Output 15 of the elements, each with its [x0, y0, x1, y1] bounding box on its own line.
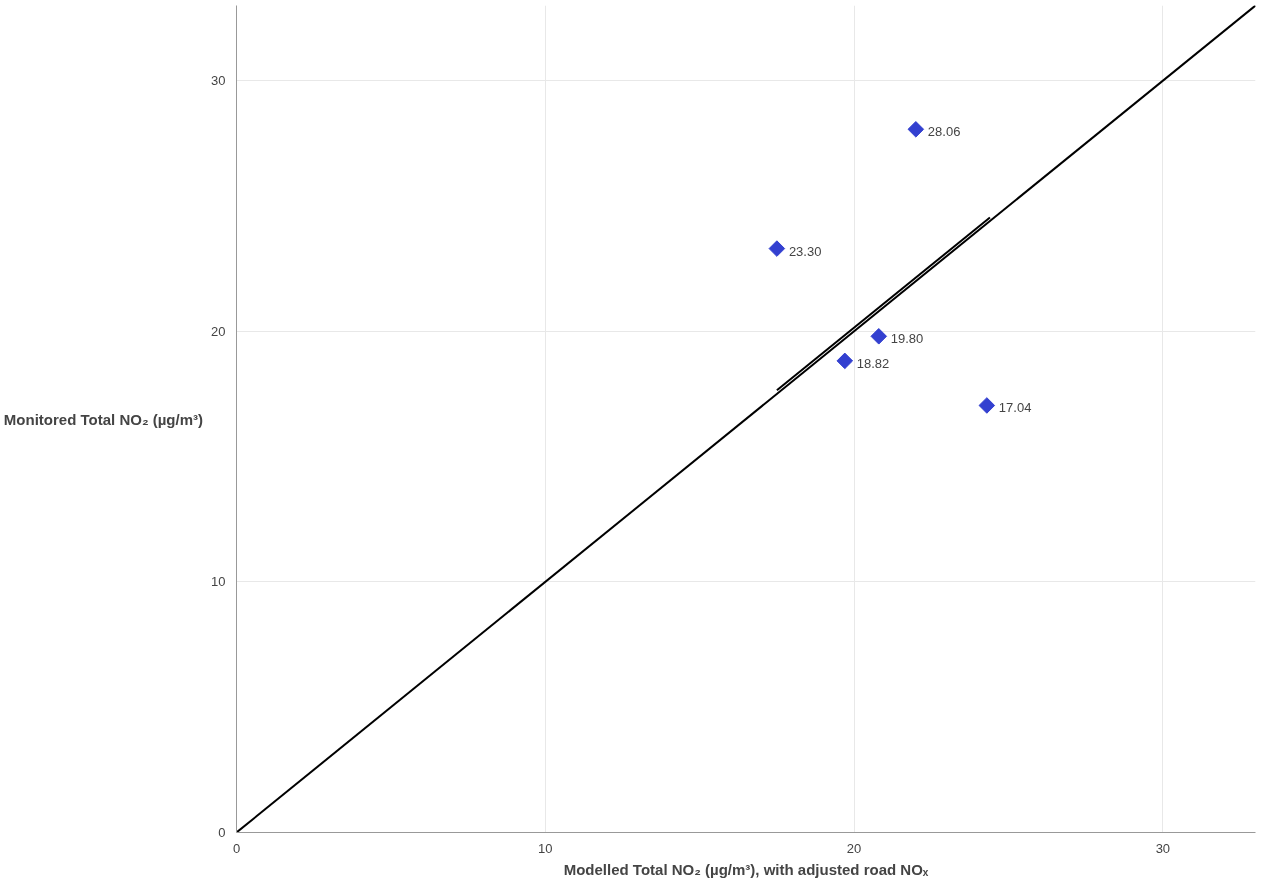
data-label: 18.82	[856, 355, 890, 371]
y-tick-label: 10	[211, 574, 226, 590]
y-axis-title: Monitored Total NO₂ (µg/m³)	[3, 410, 204, 428]
y-tick-label: 30	[211, 73, 226, 89]
data-label: 19.80	[890, 331, 924, 347]
data-label: 28.06	[927, 124, 961, 140]
x-tick-label: 10	[538, 840, 553, 856]
x-axis-title: Modelled Total NO₂ (µg/m³), with adjusted road NOₓ	[563, 860, 929, 878]
x-tick-label: 20	[846, 840, 862, 856]
x-tick-label: 30	[1155, 840, 1171, 856]
data-label: 23.30	[788, 243, 822, 259]
data-label: 17.04	[998, 400, 1032, 416]
y-tick-label: 0	[218, 825, 226, 840]
x-tick-label: 0	[232, 840, 241, 856]
y-tick-label: 20	[211, 323, 226, 339]
